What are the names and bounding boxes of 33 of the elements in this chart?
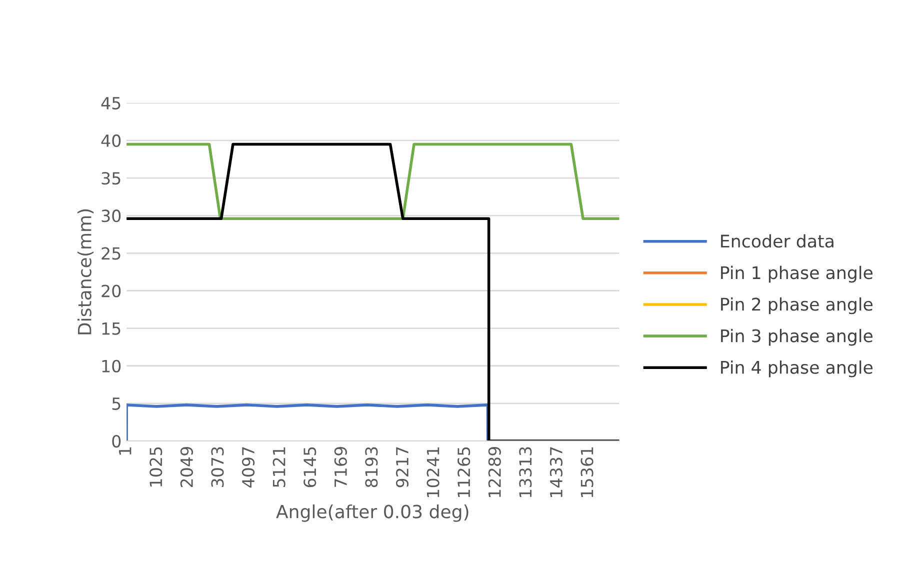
- y-tick-label: 0: [112, 434, 121, 448]
- x-tick-label: 1025: [150, 447, 162, 486]
- x-tick-label: 6145: [304, 447, 316, 488]
- x-tick-label: 11265: [458, 447, 470, 498]
- legend-label: Pin 1 phase angle: [721, 266, 873, 283]
- legend-label: Pin 3 phase angle: [721, 328, 873, 346]
- x-tick-label: 2049: [180, 447, 193, 488]
- x-tick-label: 13313: [519, 447, 532, 498]
- y-tick-label: 30: [102, 210, 121, 222]
- x-tick-label: 7169: [334, 447, 347, 487]
- x-tick-label: 3073: [211, 447, 224, 488]
- legend-label: Encoder data: [721, 234, 834, 248]
- x-tick-label: 15361: [580, 447, 594, 498]
- y-tick-label: 40: [101, 134, 121, 148]
- x-tick-label: 1: [119, 447, 132, 455]
- y-tick-label: 25: [102, 247, 120, 260]
- y-tick-label: 35: [102, 172, 120, 185]
- x-tick-label: 4097: [242, 447, 255, 488]
- x-tick-label: 10241: [426, 447, 440, 498]
- y-axis-title: Distance(mm): [77, 209, 94, 334]
- legend-label: Pin 4 phase angle: [721, 360, 873, 378]
- x-tick-label: 12289: [488, 447, 501, 498]
- x-tick-label: 5121: [272, 447, 286, 487]
- legend-label: Pin 2 phase angle: [721, 297, 873, 314]
- y-tick-label: 45: [101, 97, 120, 110]
- x-tick-label: 9217: [396, 447, 409, 488]
- y-tick-label: 15: [102, 322, 120, 335]
- y-tick-label: 20: [102, 284, 121, 298]
- x-tick-label: 8193: [365, 447, 378, 488]
- x-axis-title: Angle(after 0.03 deg): [276, 504, 468, 522]
- y-tick-label: 5: [112, 398, 120, 410]
- y-tick-label: 10: [102, 360, 121, 372]
- x-tick-label: 14337: [550, 447, 563, 498]
